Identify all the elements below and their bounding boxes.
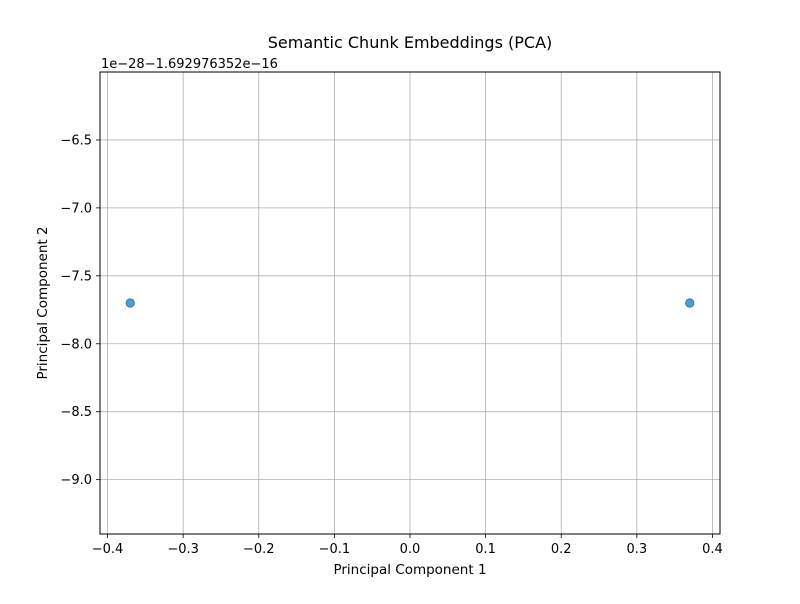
x-tick-label: −0.2: [243, 542, 275, 557]
y-axis-offset-label: 1e−28−1.692976352e−16: [101, 57, 278, 72]
x-axis-label: Principal Component 1: [333, 562, 486, 578]
x-tick-label: −0.1: [319, 542, 351, 557]
x-tick-label: −0.3: [167, 542, 199, 557]
x-tick-label: 0.3: [626, 542, 647, 557]
data-points: [125, 298, 695, 308]
grid: [100, 72, 720, 534]
x-axis-ticks: −0.4 −0.3 −0.2 −0.1 0.0 0.1 0.2 0.3 0.4: [92, 534, 723, 557]
chart-title: Semantic Chunk Embeddings (PCA): [268, 33, 553, 52]
x-tick-label: −0.4: [92, 542, 124, 557]
x-tick-label: 0.2: [551, 542, 572, 557]
y-tick-label: −8.5: [60, 405, 92, 420]
y-tick-label: −7.5: [60, 269, 92, 284]
y-tick-label: −9.0: [60, 473, 92, 488]
y-tick-label: −8.0: [60, 337, 92, 352]
plot-frame: [99, 71, 721, 535]
x-tick-label: 0.1: [475, 542, 496, 557]
x-tick-label: 0.4: [702, 542, 723, 557]
y-tick-label: −7.0: [60, 201, 92, 216]
y-axis-label: Principal Component 2: [35, 226, 51, 379]
data-point: [125, 298, 135, 308]
x-tick-label: 0.0: [400, 542, 421, 557]
data-point: [685, 298, 695, 308]
y-axis-ticks: −6.5 −7.0 −7.5 −8.0 −8.5 −9.0: [60, 133, 100, 488]
y-tick-label: −6.5: [60, 133, 92, 148]
